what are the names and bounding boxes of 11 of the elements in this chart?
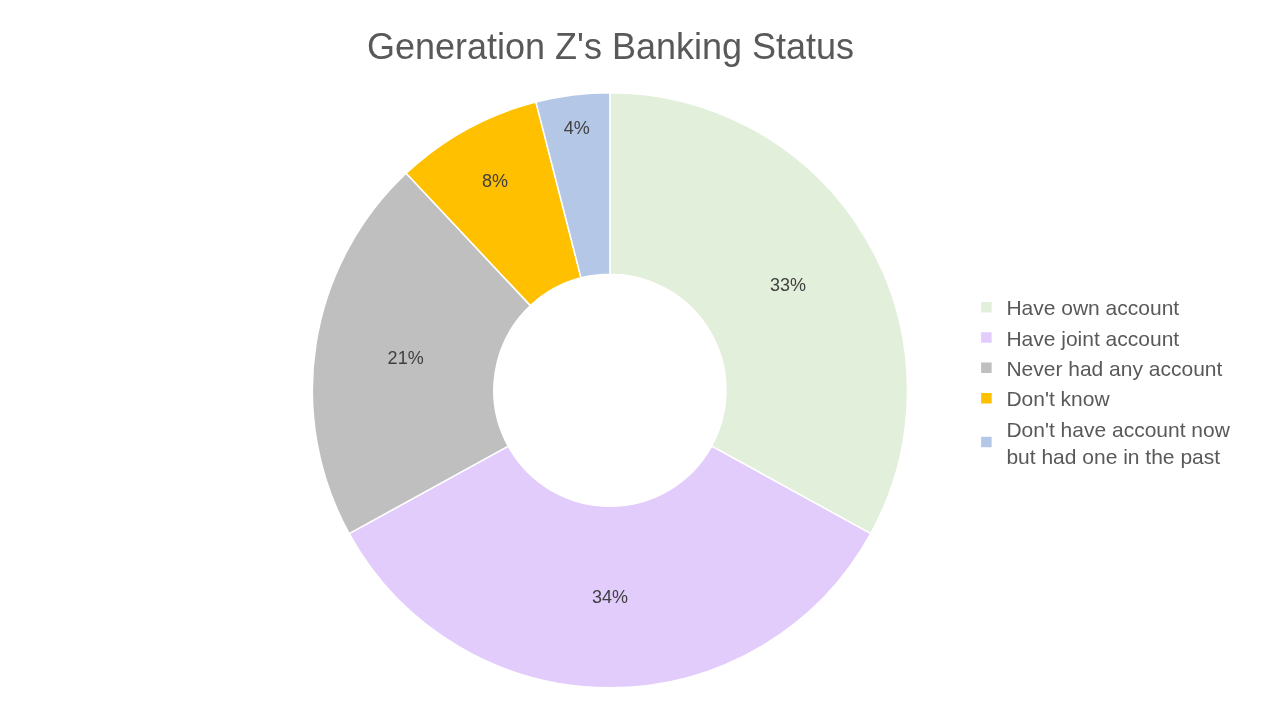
data-label: 34% [591, 587, 628, 608]
data-label: 21% [387, 347, 424, 368]
data-label: 8% [482, 171, 509, 192]
data-label: 4% [563, 117, 590, 138]
legend-label: Have own account [1006, 296, 1180, 320]
data-label: 33% [769, 274, 806, 295]
chart-title: Generation Z's Banking Status [366, 26, 855, 68]
legend-label: Don't know [1006, 387, 1111, 411]
legend-label: Don't have account now but had one in the past [1006, 417, 1231, 468]
legend-label: Never had any account [1006, 357, 1223, 381]
legend-label: Have joint account [1006, 326, 1180, 350]
